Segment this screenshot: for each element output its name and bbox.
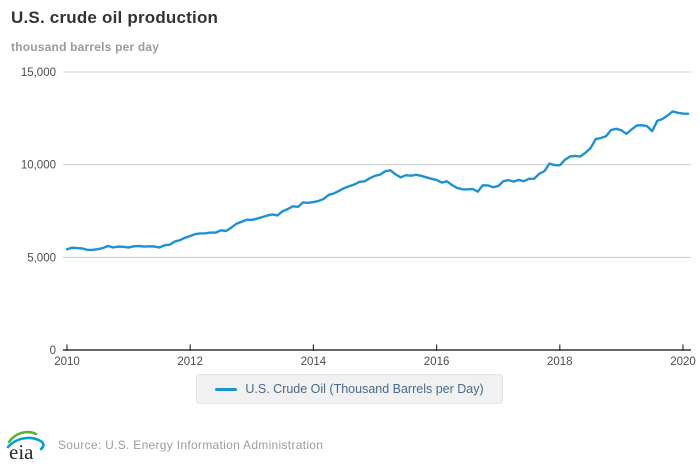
x-tick-label-2016: 2016	[424, 356, 450, 368]
eia-logo: eia	[6, 430, 45, 462]
footer: eia Source: U.S. Energy Information Admi…	[6, 427, 323, 463]
x-tick-label-2012: 2012	[177, 356, 203, 368]
y-tick-label-0: 0	[50, 345, 56, 357]
legend-label: U.S. Crude Oil (Thousand Barrels per Day…	[245, 382, 484, 396]
x-tick-label-2018: 2018	[547, 356, 573, 368]
y-tick-label-10000: 10,000	[21, 160, 56, 172]
x-tick-label-2010: 2010	[54, 356, 80, 368]
page-title: U.S. crude oil production	[11, 8, 219, 27]
y-axis-units-label: thousand barrels per day	[11, 40, 160, 54]
data-line-us-crude-oil	[65, 110, 690, 252]
x-tick-label-2014: 2014	[301, 356, 327, 368]
legend-line-swatch	[215, 387, 238, 391]
y-tick-label-5000: 5,000	[27, 252, 56, 264]
y-tick-label-15000: 15,000	[21, 67, 56, 79]
x-tick-label-2020: 2020	[670, 356, 696, 368]
eia-logo-green-swoosh	[7, 430, 38, 444]
eia-logo-text: eia	[9, 440, 34, 462]
legend[interactable]: U.S. Crude Oil (Thousand Barrels per Day…	[196, 374, 503, 404]
eia-logo-blue-swoosh	[6, 436, 45, 451]
source-attribution: Source: U.S. Energy Information Administ…	[58, 438, 324, 452]
